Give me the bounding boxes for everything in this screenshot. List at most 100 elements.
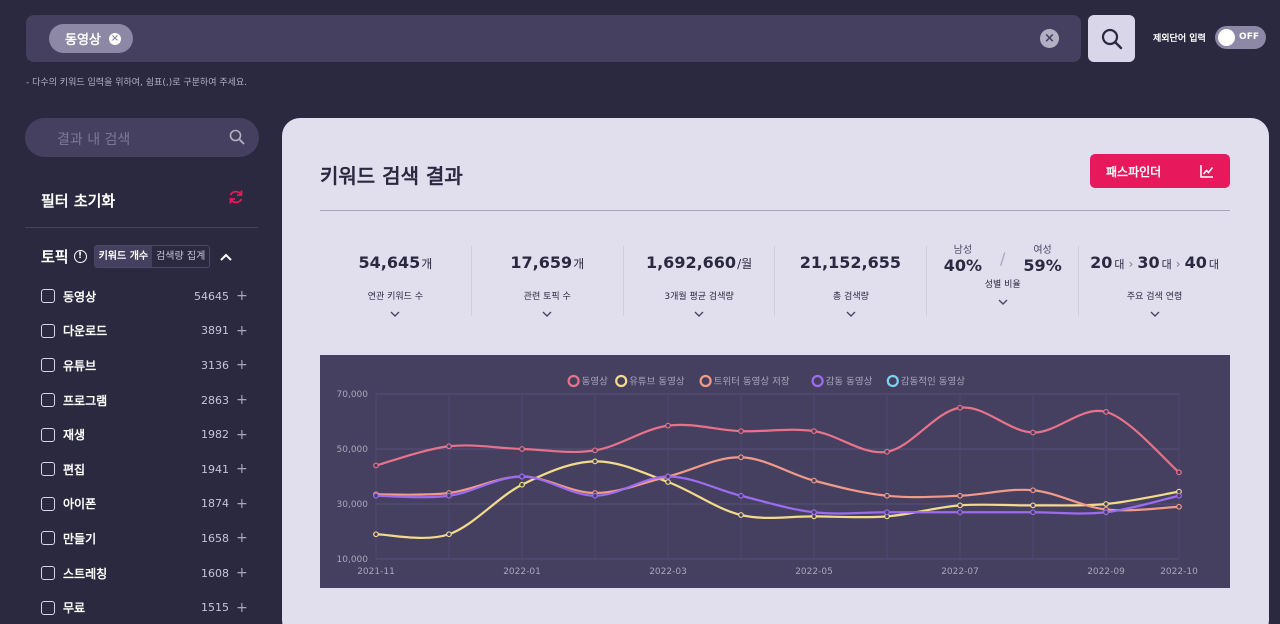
data-point (1103, 408, 1109, 415)
search-button[interactable] (1088, 15, 1135, 62)
page-title: 키워드 검색 결과 (320, 164, 463, 188)
stat-related-keywords[interactable]: 54,645개 연관 키워드 수 (320, 246, 472, 317)
filter-reset-label[interactable]: 필터 초기화 (41, 192, 116, 210)
topic-count: 1658 (201, 531, 229, 545)
tab-search-volume[interactable]: 검색량 집계 (156, 251, 206, 262)
age-unit: 대 (1114, 258, 1125, 271)
x-tick-label: 2022-01 (503, 567, 541, 577)
list-item[interactable]: 프로그램 2863 + (41, 383, 248, 418)
legend-label: 트위터 동영상 저장 (714, 376, 790, 388)
stat-gender[interactable]: 남성 40% / 여성 59% 성별 비율 (927, 245, 1080, 316)
chevron-down-icon[interactable] (998, 299, 1008, 305)
data-point (1103, 509, 1109, 516)
x-tick-label: 2021-11 (357, 567, 395, 577)
list-item[interactable]: 만들기 1658 + (41, 521, 248, 556)
data-point (884, 448, 890, 455)
plus-icon[interactable]: + (236, 322, 248, 339)
result-search-input[interactable]: 결과 내 검색 (25, 118, 259, 157)
plus-icon[interactable]: + (236, 599, 248, 616)
exclude-words-toggle[interactable]: OFF (1215, 26, 1266, 49)
age-unit: 대 (1208, 258, 1219, 271)
tag-remove-icon[interactable]: × (108, 32, 121, 45)
trend-chart-svg: 10,000 30,000 50,000 70,000 2021-11 2022-01 20… (337, 374, 1198, 577)
list-item[interactable]: 유튜브 3136 + (41, 348, 248, 383)
data-point (738, 512, 744, 518)
search-bar[interactable]: 동영상 × × (26, 15, 1081, 62)
checkbox[interactable] (41, 531, 55, 546)
data-point (665, 422, 671, 429)
stat-total-volume[interactable]: 21,152,655 총 검색량 (775, 246, 928, 317)
plus-icon[interactable]: + (236, 495, 248, 512)
chevron-down-icon[interactable] (1150, 311, 1160, 317)
list-item[interactable]: 편집 1941 + (41, 452, 248, 487)
checkbox[interactable] (41, 358, 55, 373)
data-point (811, 477, 817, 484)
data-point (373, 492, 379, 499)
plus-icon[interactable]: + (236, 392, 248, 409)
toggle-state: OFF (1239, 32, 1259, 42)
topic-count: 1608 (201, 566, 229, 580)
checkbox[interactable] (41, 566, 55, 581)
plus-icon[interactable]: + (236, 426, 248, 443)
age-second: 30 (1137, 253, 1160, 272)
stat-avg-volume[interactable]: 1,692,660/월 3개월 평균 검색량 (624, 246, 776, 317)
checkbox[interactable] (41, 496, 55, 511)
data-point (811, 428, 817, 435)
data-point (592, 458, 598, 465)
data-point (446, 531, 452, 538)
topic-count: 3891 (201, 324, 229, 338)
stat-age[interactable]: 20 대 › 30 대 › 40 대 주요 검색 연령 (1079, 246, 1230, 317)
list-item[interactable]: 아이폰 1874 + (41, 487, 248, 522)
y-tick-label: 50,000 (337, 445, 369, 455)
stat-related-topics[interactable]: 17,659개 관련 토픽 수 (472, 246, 624, 317)
checkbox[interactable] (41, 462, 55, 477)
series-line (375, 406, 1180, 474)
keyword-tag[interactable]: 동영상 × (49, 24, 133, 53)
list-item[interactable]: 무료 1515 + (41, 590, 248, 624)
topic-header: 토픽 ! 키워드 개수 검색량 집계 (41, 245, 232, 268)
trend-chart: 10,000 30,000 50,000 70,000 2021-11 2022-01 20… (320, 355, 1230, 588)
clear-search-icon[interactable]: × (1040, 29, 1059, 48)
stat-unit: /월 (737, 257, 753, 271)
chevron-right-icon: › (1128, 257, 1134, 271)
topic-name: 아이폰 (63, 497, 97, 512)
plus-icon[interactable]: + (236, 461, 248, 478)
list-item[interactable]: 스트레칭 1608 + (41, 556, 248, 591)
chevron-down-icon[interactable] (390, 311, 400, 317)
legend-marker (699, 374, 712, 388)
chevron-down-icon[interactable] (846, 311, 856, 317)
y-tick-label: 30,000 (337, 500, 369, 510)
checkbox[interactable] (41, 323, 55, 338)
x-tick-label: 2022-10 (1160, 567, 1198, 577)
topic-sort-toggle: 키워드 개수 검색량 집계 (93, 245, 211, 268)
chevron-down-icon[interactable] (694, 311, 704, 317)
topic-count: 3136 (201, 358, 229, 372)
plus-icon[interactable]: + (236, 565, 248, 582)
pathfinder-button[interactable]: 패스파인더 (1090, 154, 1230, 188)
plus-icon[interactable]: + (236, 357, 248, 374)
tab-keyword-count[interactable]: 키워드 개수 (94, 246, 153, 267)
info-icon[interactable]: ! (73, 250, 87, 263)
chevron-right-icon: › (1175, 257, 1181, 271)
line-chart-icon (1200, 165, 1214, 178)
checkbox[interactable] (41, 427, 55, 442)
search-icon[interactable] (229, 129, 245, 145)
series-line (375, 475, 1180, 515)
list-item[interactable]: 동영상 54645 + (41, 279, 248, 314)
list-item[interactable]: 다운로드 3891 + (41, 314, 248, 349)
y-tick-label: 70,000 (337, 390, 369, 400)
checkbox[interactable] (41, 600, 55, 615)
plus-icon[interactable]: + (236, 530, 248, 547)
legend-label: 동영상 (582, 377, 608, 388)
checkbox[interactable] (41, 289, 55, 304)
legend-marker (567, 374, 580, 388)
refresh-icon[interactable] (227, 188, 245, 206)
chevron-down-icon[interactable] (542, 311, 552, 317)
chevron-up-icon[interactable] (220, 253, 232, 261)
series-line (375, 460, 1180, 540)
plus-icon[interactable]: + (236, 288, 248, 305)
checkbox[interactable] (41, 393, 55, 408)
sidebar-divider (25, 227, 258, 228)
data-point (665, 479, 671, 485)
list-item[interactable]: 재생 1982 + (41, 417, 248, 452)
